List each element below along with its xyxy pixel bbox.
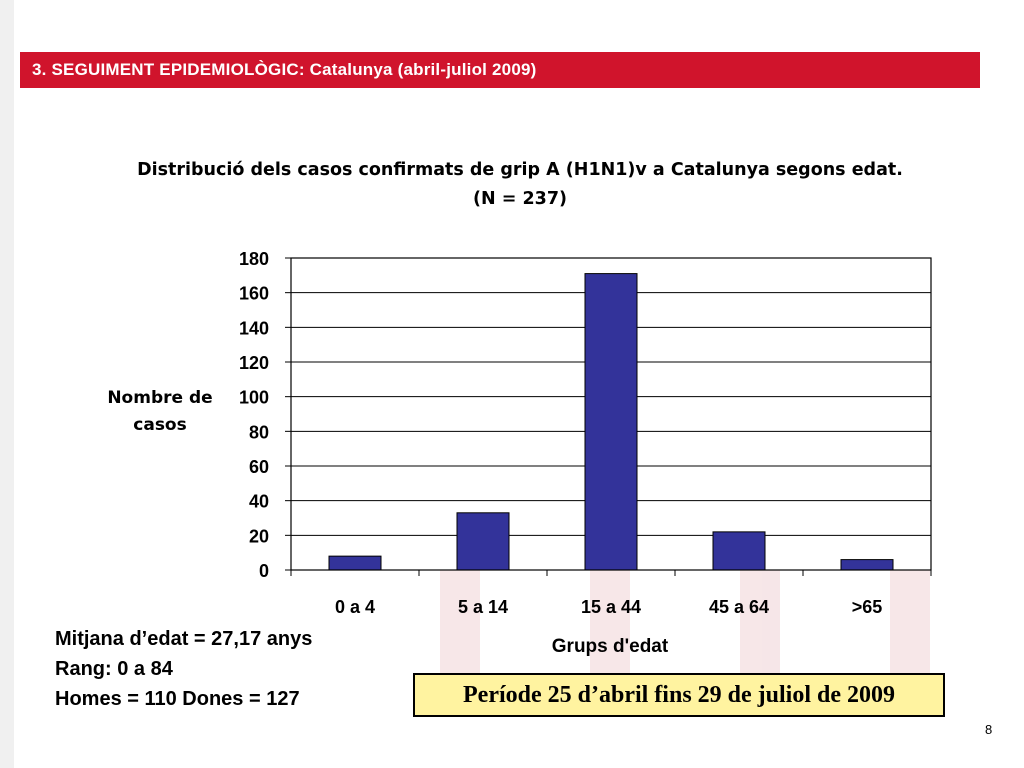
section-title: 3. SEGUIMENT EPIDEMIOLÒGIC: Catalunya (a… (32, 60, 537, 79)
period-note-box: Període 25 d’abril fins 29 de juliol de … (413, 673, 945, 717)
sex-breakdown: Homes = 110 Dones = 127 (55, 688, 300, 710)
y-tick-label: 40 (249, 492, 269, 512)
bar-1 (456, 512, 510, 571)
chart-title: Distribució dels casos confirmats de gri… (40, 156, 1000, 214)
y-axis-label: Nombre de casos (90, 385, 230, 439)
chart-title-line-2: (N = 237) (472, 189, 568, 209)
section-header-band: 3. SEGUIMENT EPIDEMIOLÒGIC: Catalunya (a… (20, 52, 980, 88)
y-tick-label: 60 (249, 457, 269, 477)
y-tick-label: 120 (239, 353, 269, 373)
x-tick-label: 45 a 64 (709, 597, 769, 617)
y-tick-labels: 0 20 40 60 80 100 120 140 160 180 (239, 249, 269, 581)
age-range: Rang: 0 a 84 (55, 658, 173, 680)
bar-4 (840, 559, 894, 571)
y-tick-label: 100 (239, 388, 269, 408)
summary-stats: Mitjana d’edat = 27,17 anys Rang: 0 a 84… (55, 624, 312, 714)
x-tick-label: 5 a 14 (458, 597, 508, 617)
y-tick-label: 80 (249, 422, 269, 442)
y-tick-label: 20 (249, 526, 269, 546)
x-tick-labels: 0 a 4 5 a 14 15 a 44 45 a 64 >65 (335, 597, 882, 617)
x-axis-label: Grups d'edat (551, 636, 669, 657)
bars (328, 273, 894, 571)
plot-border (290, 257, 932, 571)
period-note: Període 25 d’abril fins 29 de juliol de … (463, 681, 895, 708)
x-tick-label: 15 a 44 (581, 597, 641, 617)
y-tick-label: 160 (239, 284, 269, 304)
y-tick-label: 0 (259, 561, 269, 581)
bar-3 (712, 531, 766, 571)
chart-title-line-1: Distribució dels casos confirmats de gri… (137, 160, 903, 180)
mean-age: Mitjana d’edat = 27,17 anys (55, 628, 313, 650)
y-tick-label: 140 (239, 318, 269, 338)
x-tick-label: >65 (852, 597, 883, 617)
page-number: 8 (985, 722, 993, 737)
y-tick-label: 180 (239, 249, 269, 269)
x-tick-label: 0 a 4 (335, 597, 375, 617)
y-axis-label-line-2: casos (133, 415, 187, 435)
bar-0 (328, 555, 382, 571)
axes (285, 257, 932, 576)
y-axis-label-line-1: Nombre de (107, 388, 213, 408)
bar-2 (584, 273, 638, 571)
